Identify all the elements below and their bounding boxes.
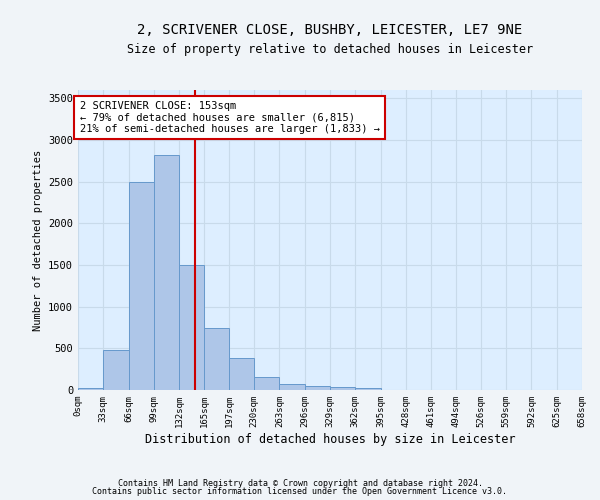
Bar — [280, 384, 305, 390]
Y-axis label: Number of detached properties: Number of detached properties — [32, 150, 43, 330]
Text: Size of property relative to detached houses in Leicester: Size of property relative to detached ho… — [127, 42, 533, 56]
Bar — [205, 328, 229, 390]
Bar — [254, 377, 280, 390]
Bar — [78, 388, 103, 390]
Text: 2, SCRIVENER CLOSE, BUSHBY, LEICESTER, LE7 9NE: 2, SCRIVENER CLOSE, BUSHBY, LEICESTER, L… — [137, 22, 523, 36]
Text: 2 SCRIVENER CLOSE: 153sqm
← 79% of detached houses are smaller (6,815)
21% of se: 2 SCRIVENER CLOSE: 153sqm ← 79% of detac… — [80, 101, 380, 134]
Bar — [305, 386, 330, 390]
Bar — [154, 155, 179, 390]
Bar — [179, 265, 205, 390]
X-axis label: Distribution of detached houses by size in Leicester: Distribution of detached houses by size … — [145, 432, 515, 446]
Bar — [103, 350, 128, 390]
Text: Contains HM Land Registry data © Crown copyright and database right 2024.: Contains HM Land Registry data © Crown c… — [118, 478, 482, 488]
Bar — [330, 386, 355, 390]
Bar — [355, 388, 380, 390]
Text: Contains public sector information licensed under the Open Government Licence v3: Contains public sector information licen… — [92, 487, 508, 496]
Bar — [229, 358, 254, 390]
Bar — [128, 182, 154, 390]
